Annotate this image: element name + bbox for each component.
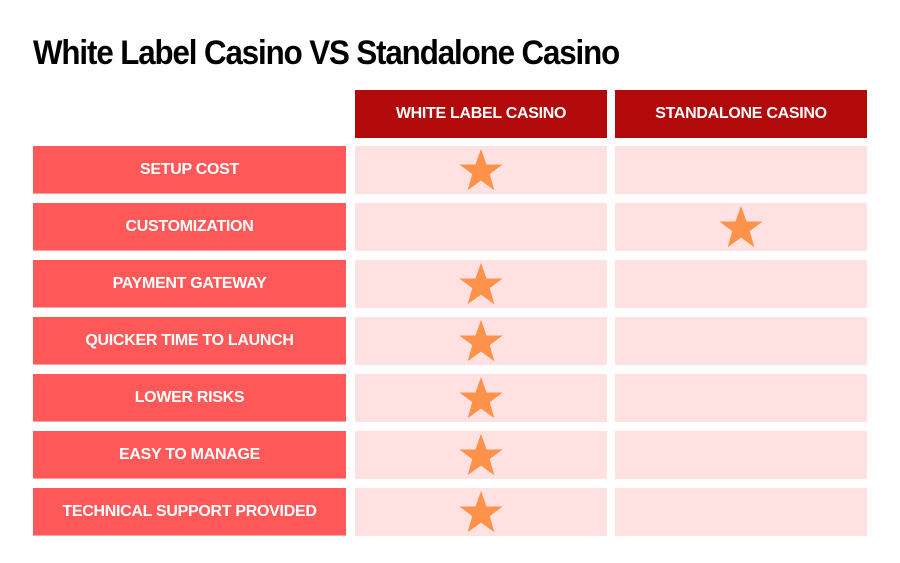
cell-standalone [615, 374, 867, 422]
row-label: EASY TO MANAGE [33, 431, 346, 479]
star-icon [458, 489, 504, 535]
cell-standalone [615, 317, 867, 365]
cell-white-label [355, 317, 607, 365]
star-icon [458, 261, 504, 307]
cell-white-label [355, 374, 607, 422]
cell-standalone [615, 203, 867, 251]
cell-standalone [615, 146, 867, 194]
row-label: TECHNICAL SUPPORT PROVIDED [33, 488, 346, 536]
star-icon [718, 204, 764, 250]
cell-standalone [615, 488, 867, 536]
cell-standalone [615, 260, 867, 308]
page-title: White Label Casino VS Standalone Casino [33, 34, 620, 72]
cell-white-label [355, 488, 607, 536]
star-icon [458, 318, 504, 364]
cell-standalone [615, 431, 867, 479]
star-icon [458, 375, 504, 421]
row-label: LOWER RISKS [33, 374, 346, 422]
star-icon [458, 432, 504, 478]
row-label: CUSTOMIZATION [33, 203, 346, 251]
cell-white-label [355, 203, 607, 251]
column-header-standalone: STANDALONE CASINO [615, 90, 867, 138]
cell-white-label [355, 146, 607, 194]
row-label: QUICKER TIME TO LAUNCH [33, 317, 346, 365]
row-label: SETUP COST [33, 146, 346, 194]
star-icon [458, 147, 504, 193]
cell-white-label [355, 431, 607, 479]
cell-white-label [355, 260, 607, 308]
column-header-white-label: WHITE LABEL CASINO [355, 90, 607, 138]
row-label: PAYMENT GATEWAY [33, 260, 346, 308]
